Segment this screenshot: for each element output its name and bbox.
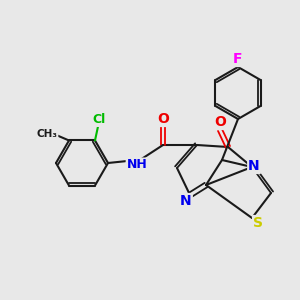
Text: F: F — [233, 52, 243, 66]
Text: N: N — [248, 159, 260, 173]
Text: N: N — [180, 194, 192, 208]
Text: S: S — [253, 216, 263, 230]
Text: O: O — [157, 112, 169, 126]
Text: NH: NH — [127, 158, 147, 172]
Text: CH₃: CH₃ — [37, 130, 58, 140]
Text: O: O — [214, 115, 226, 129]
Text: Cl: Cl — [92, 113, 106, 126]
